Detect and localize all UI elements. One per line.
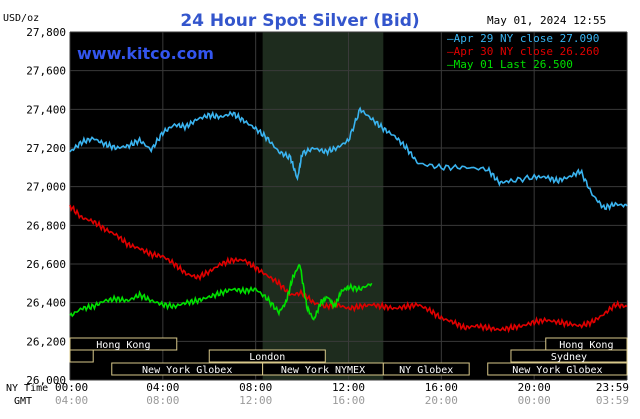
x-tick-label-gmt: 12:00 <box>239 394 272 407</box>
y-tick-label: 27,800 <box>26 26 66 39</box>
y-tick-label: 27,600 <box>26 65 66 78</box>
series-line <box>69 204 628 334</box>
series-line <box>69 263 373 321</box>
session-label: London <box>249 352 285 363</box>
session-label: New York Globex <box>142 365 232 376</box>
y-axis-unit-label: USD/oz <box>3 13 39 24</box>
session-label: Hong Kong <box>96 340 150 351</box>
x-tick-label-gmt: 20:00 <box>425 394 458 407</box>
price-series <box>69 106 628 334</box>
session-label: New York NYMEX <box>281 365 365 376</box>
session-bar <box>487 362 628 376</box>
session-bar <box>69 337 178 351</box>
chart-title: 24 Hour Spot Silver (Bid) <box>180 11 419 31</box>
y-tick-label: 27,400 <box>26 103 66 116</box>
x-tick-label-ny: 20:00 <box>518 381 551 394</box>
datetime-label: May 01, 2024 12:55 <box>487 14 606 27</box>
x-tick-label-ny: 12:00 <box>332 381 365 394</box>
x-tick-label-gmt: 08:00 <box>146 394 179 407</box>
x-tick-label-gmt: 04:00 <box>55 394 88 407</box>
market-hours-shading <box>262 32 384 380</box>
session-bar <box>510 349 628 363</box>
x-tick-label-ny: 04:00 <box>146 381 179 394</box>
x-tick-label-ny: 23:59 <box>596 381 629 394</box>
x-tick-label-gmt: 00:00 <box>518 394 551 407</box>
session-label: New York Globex <box>512 365 602 376</box>
y-tick-label: 26,800 <box>26 219 66 232</box>
session-label: NY Globex <box>399 365 453 376</box>
y-tick-label: 26,400 <box>26 297 66 310</box>
session-label: Sydney <box>551 352 587 363</box>
y-tick-label: 27,200 <box>26 142 66 155</box>
legend-entry: —Apr 30 NY close 26.260 <box>447 45 599 58</box>
session-bar <box>382 362 470 376</box>
ny-time-row-label: NY Time <box>6 383 48 394</box>
x-tick-label-ny: 16:00 <box>425 381 458 394</box>
x-tick-label-gmt: 16:00 <box>332 394 365 407</box>
legend-entry: —Apr 29 NY close 27.090 <box>447 32 599 45</box>
gmt-row-label: GMT <box>14 396 32 407</box>
series-line <box>69 106 628 212</box>
x-tick-label-ny: 00:00 <box>55 381 88 394</box>
legend-entry: —May 01 Last 26.500 <box>447 58 573 71</box>
session-bars: Hong Kong London New York Globex New York N… <box>69 337 628 376</box>
y-tick-label: 26,600 <box>26 258 66 271</box>
x-tick-label-ny: 08:00 <box>239 381 272 394</box>
y-axis-ticks: 26,000 26,200 26,400 26,600 26,800 27,000 27,2… <box>26 26 66 387</box>
brand-label: www.kitco.com <box>77 44 214 63</box>
session-bar <box>69 349 94 363</box>
y-tick-label: 27,000 <box>26 181 66 194</box>
x-tick-label-gmt: 03:59 <box>596 394 629 407</box>
session-label: Hong Kong <box>559 340 613 351</box>
legend: —Apr 29 NY close 27.090—Apr 30 NY close … <box>447 32 599 71</box>
y-tick-label: 26,200 <box>26 335 66 348</box>
session-bar <box>208 349 326 363</box>
y-tick-label: 26,000 <box>26 374 66 387</box>
x-axis-ticks: 00:0004:0004:0008:0008:0012:0012:0016:00… <box>55 381 629 407</box>
